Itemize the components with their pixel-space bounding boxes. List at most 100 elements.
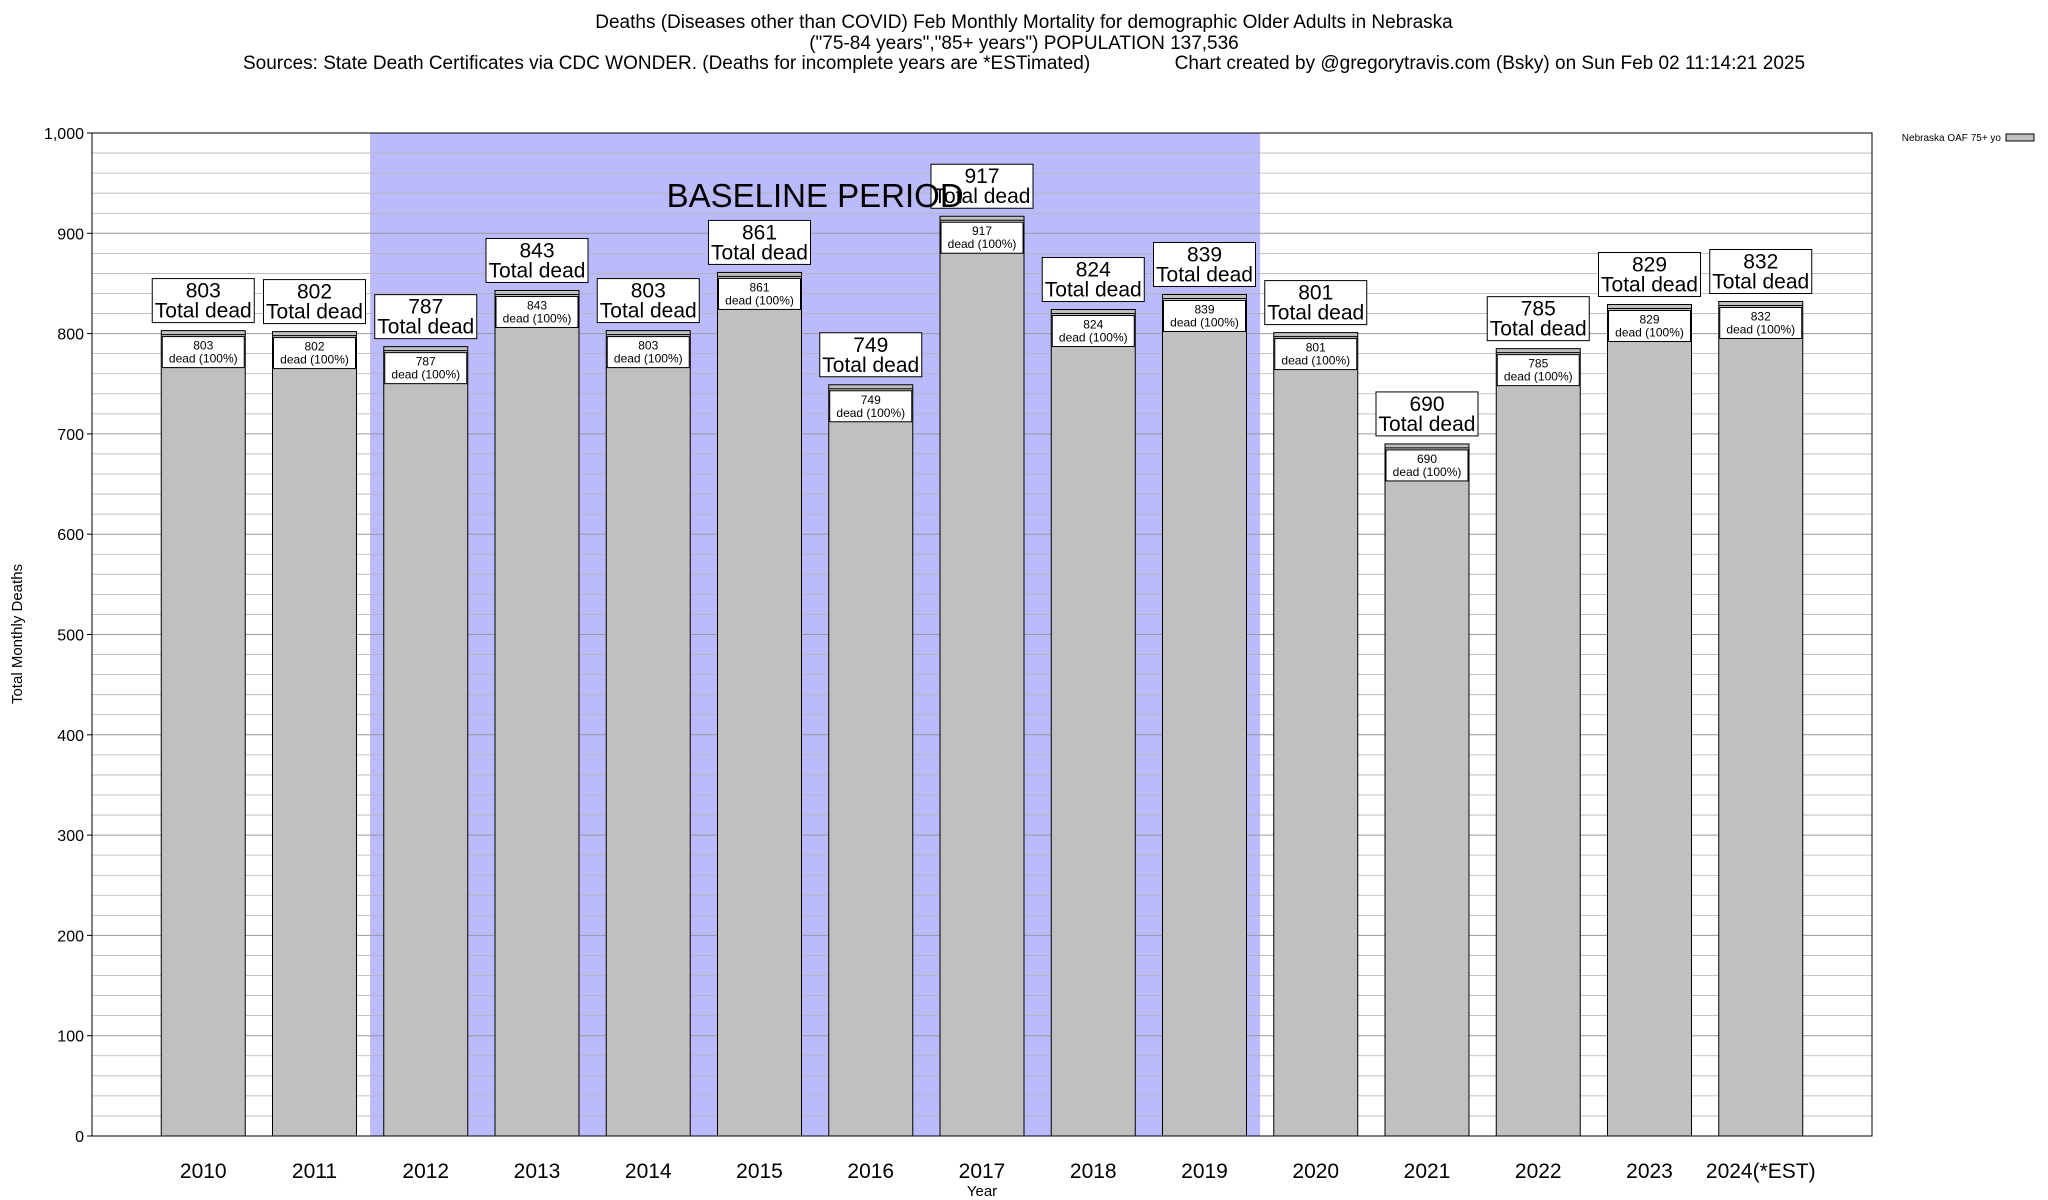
inner-label-value: 843 <box>527 298 547 312</box>
inner-label-box <box>1163 299 1246 332</box>
bar <box>828 384 914 1137</box>
inner-label-value: 803 <box>638 339 658 353</box>
total-label-text: Total dead <box>934 185 1031 208</box>
bar <box>1718 301 1804 1137</box>
legend-label: Nebraska OAF 75+ yo <box>1902 133 2002 144</box>
inner-label-text: dead (100%) <box>948 237 1017 251</box>
y-tick-label: 0 <box>75 1129 84 1146</box>
total-label-box <box>1709 249 1813 295</box>
total-label-text: Total dead <box>711 241 808 264</box>
inner-label-value: 749 <box>861 393 881 407</box>
total-label-text: Total dead <box>1490 318 1587 341</box>
bar <box>272 331 357 1137</box>
inner-label-value: 690 <box>1417 452 1437 466</box>
legend-swatch <box>2005 133 2035 142</box>
inner-label-box <box>718 277 801 310</box>
inner-label-value: 832 <box>1751 310 1771 324</box>
x-tick-label: 2022 <box>1515 1160 1562 1183</box>
inner-label-value: 829 <box>1639 313 1659 327</box>
x-tick-label: 2020 <box>1292 1160 1339 1183</box>
inner-label-box <box>1719 307 1803 340</box>
inner-label-text: dead (100%) <box>391 368 460 382</box>
bar <box>939 215 1025 1137</box>
total-label-text: Total dead <box>1601 274 1698 297</box>
y-tick-label: 500 <box>57 628 84 645</box>
inner-label-text: dead (100%) <box>1281 354 1350 368</box>
inner-label-box <box>940 221 1024 254</box>
x-tick-label: 2010 <box>180 1160 227 1183</box>
y-tick-label: 200 <box>57 928 84 945</box>
total-label-value: 749 <box>853 334 888 357</box>
total-label-box <box>374 294 478 340</box>
total-label-text: Total dead <box>1379 413 1476 436</box>
inner-label-value: 802 <box>304 340 324 354</box>
total-label-box <box>819 332 923 378</box>
inner-label-box <box>1608 310 1691 343</box>
total-label-value: 803 <box>631 280 666 303</box>
inner-label-value: 917 <box>972 224 992 238</box>
chart-title: Deaths (Diseases other than COVID) Feb M… <box>595 12 1453 33</box>
total-label-value: 801 <box>1298 282 1333 305</box>
bar <box>605 330 691 1137</box>
total-label-value: 843 <box>519 239 554 262</box>
total-label-box <box>708 219 811 265</box>
total-label-box <box>1486 296 1590 342</box>
x-tick-label: 2015 <box>736 1160 783 1183</box>
bar <box>383 346 469 1137</box>
total-label-value: 839 <box>1187 243 1222 266</box>
x-tick-label: 2019 <box>1181 1160 1228 1183</box>
total-label-value: 785 <box>1521 298 1556 321</box>
inner-label-value: 803 <box>193 339 213 353</box>
x-tick-label: 2013 <box>514 1160 561 1183</box>
total-label-value: 690 <box>1409 393 1444 416</box>
y-tick-label: 300 <box>57 828 84 845</box>
inner-label-value: 785 <box>1528 357 1548 371</box>
y-tick-label: 600 <box>57 527 84 544</box>
y-tick-label: 100 <box>57 1029 84 1046</box>
total-label-box <box>485 237 589 283</box>
total-label-box <box>263 279 366 325</box>
x-tick-label: 2018 <box>1070 1160 1117 1183</box>
x-tick-label: 2016 <box>847 1160 894 1183</box>
y-tick-label: 900 <box>57 226 84 243</box>
total-label-value: 861 <box>742 221 777 244</box>
total-label-box <box>1153 241 1256 287</box>
total-label-text: Total dead <box>600 300 697 323</box>
total-label-value: 787 <box>408 296 443 319</box>
total-label-text: Total dead <box>1156 263 1253 286</box>
inner-label-text: dead (100%) <box>1615 326 1684 340</box>
inner-label-box <box>384 352 468 385</box>
total-label-value: 803 <box>186 280 221 303</box>
total-label-box <box>151 278 255 324</box>
baseline-period-label: BASELINE PERIOD <box>667 177 964 214</box>
y-tick-label: 800 <box>57 327 84 344</box>
y-tick-label: 1,000 <box>44 126 84 143</box>
inner-label-text: dead (100%) <box>1393 465 1462 479</box>
inner-label-box <box>829 390 913 423</box>
x-tick-label: 2024(*EST) <box>1706 1160 1816 1183</box>
total-label-box <box>1375 391 1479 437</box>
chart-subtitle: ("75-84 years","85+ years") POPULATION 1… <box>809 33 1239 54</box>
inner-label-value: 801 <box>1306 341 1326 355</box>
inner-label-text: dead (100%) <box>503 311 572 325</box>
inner-label-box <box>1274 338 1358 371</box>
x-tick-label: 2011 <box>292 1160 337 1183</box>
total-label-text: Total dead <box>1045 279 1142 302</box>
total-label-text: Total dead <box>822 354 919 377</box>
inner-label-text: dead (100%) <box>1726 323 1795 337</box>
bar <box>1273 332 1359 1137</box>
inner-label-text: dead (100%) <box>614 352 683 366</box>
bar <box>717 271 802 1137</box>
total-label-box <box>596 278 700 324</box>
bar <box>1384 443 1470 1137</box>
inner-label-value: 839 <box>1194 302 1214 316</box>
total-label-text: Total dead <box>1267 302 1364 325</box>
total-label-value: 824 <box>1076 259 1111 282</box>
bar <box>494 289 580 1137</box>
total-label-value: 829 <box>1632 254 1667 277</box>
inner-label-text: dead (100%) <box>169 352 238 366</box>
inner-label-text: dead (100%) <box>1059 331 1128 345</box>
total-label-text: Total dead <box>489 259 586 282</box>
inner-label-text: dead (100%) <box>836 406 905 420</box>
